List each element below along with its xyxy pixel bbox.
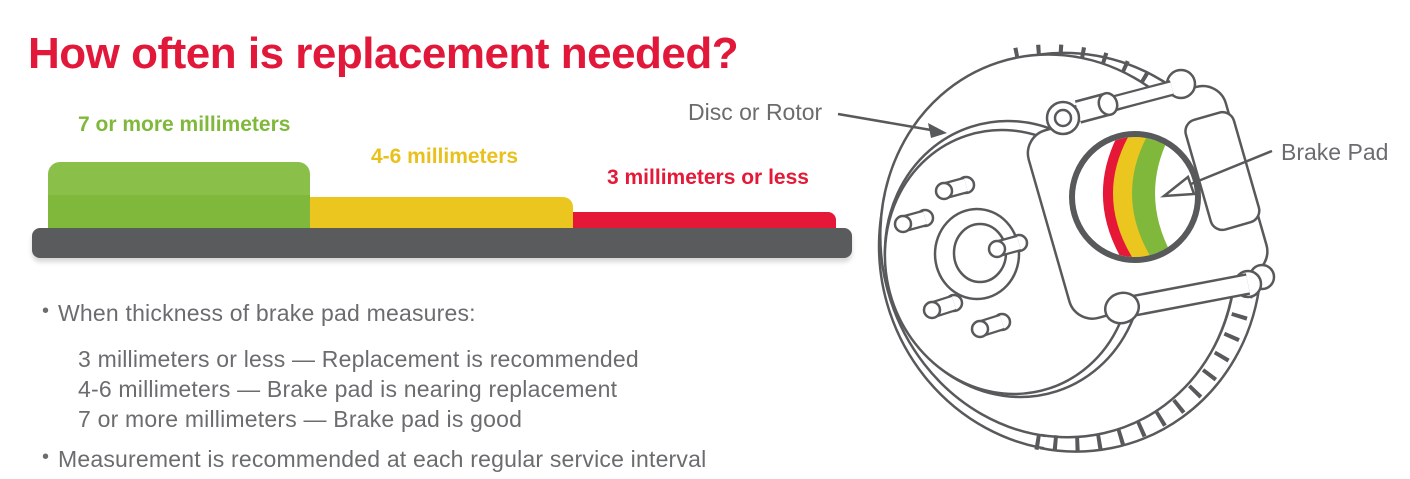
note-footer-text: Measurement is recommended at each regul… [58, 446, 707, 472]
gauge-label-good: 7 or more millimeters [78, 113, 291, 136]
brake-pad-arrow [1160, 149, 1273, 198]
note-item-replace: 3 millimeters or less — Replacement is r… [78, 346, 639, 372]
note-thickness-list: 3 millimeters or less — Replacement is r… [78, 344, 639, 434]
magnifier-lens [1069, 131, 1201, 263]
wheel-stud [934, 175, 976, 201]
note-footer-row: • Measurement is recommended at each reg… [42, 446, 706, 473]
wheel-stud [922, 293, 964, 320]
gauge-base-plate [32, 228, 852, 258]
brake-pad-label: Brake Pad [1281, 139, 1389, 165]
disc-rotor-arrow [837, 112, 947, 138]
note-intro-row: • When thickness of brake pad measures: [42, 300, 476, 327]
gauge-bar-good [48, 162, 310, 228]
bullet-icon: • [42, 300, 50, 322]
guide-pin-bottom [1103, 263, 1276, 325]
wheel-stud [893, 208, 935, 234]
gauge-label-replace: 3 millimeters or less [607, 166, 809, 189]
wheel-stud [987, 233, 1029, 259]
note-item-nearing: 4-6 millimeters — Brake pad is nearing r… [78, 376, 618, 402]
gauge-bar-nearing [310, 197, 573, 228]
wheel-studs [893, 175, 1029, 339]
page-title: How often is replacement needed? [28, 29, 739, 79]
rotor-rim-front [1039, 288, 1261, 457]
hub [933, 207, 1021, 301]
wheel-stud [970, 312, 1012, 339]
note-item-good: 7 or more millimeters — Brake pad is goo… [78, 406, 523, 432]
guide-pin-top [1045, 68, 1197, 136]
gauge-label-nearing: 4-6 millimeters [371, 145, 519, 168]
gauge-bar-replace [573, 212, 836, 228]
disc-rotor-label: Disc or Rotor [688, 99, 823, 125]
bullet-icon: • [42, 446, 50, 468]
note-intro-text: When thickness of brake pad measures: [58, 300, 476, 326]
pad-wear-stripes [1103, 137, 1174, 257]
